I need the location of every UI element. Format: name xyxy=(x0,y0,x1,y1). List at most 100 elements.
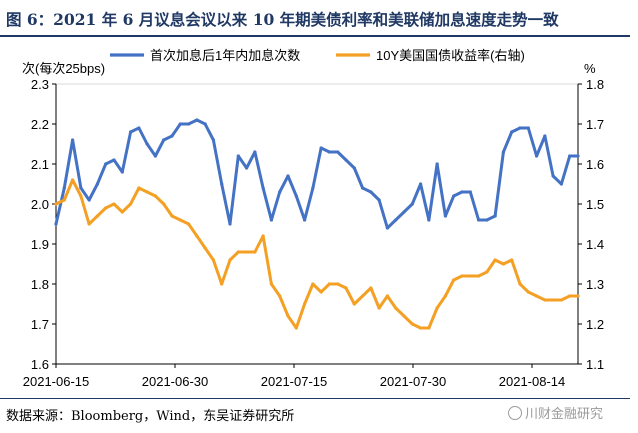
data-point xyxy=(336,282,340,286)
plot-frame xyxy=(55,83,579,365)
data-point xyxy=(377,198,381,202)
data-point xyxy=(294,326,298,330)
data-point xyxy=(70,138,75,142)
data-point xyxy=(427,218,431,222)
data-point xyxy=(236,154,240,158)
data-point xyxy=(54,222,58,226)
data-point xyxy=(145,142,149,146)
left-tick-label: 1.7 xyxy=(31,317,49,332)
data-point xyxy=(278,190,282,194)
data-point xyxy=(211,138,216,142)
data-point xyxy=(510,258,514,262)
data-point xyxy=(294,194,298,198)
left-tick-label: 2.2 xyxy=(31,117,49,132)
data-point xyxy=(344,286,348,290)
data-point xyxy=(153,194,158,198)
x-tick-label: 2021-08-14 xyxy=(499,374,566,389)
data-point xyxy=(302,218,307,222)
data-point xyxy=(377,306,381,310)
data-point xyxy=(178,122,182,126)
data-point xyxy=(244,250,249,254)
left-axis-label: 次(每次25bps) xyxy=(22,61,105,76)
data-point xyxy=(170,214,174,218)
source-rule xyxy=(0,398,630,399)
source-note: 数据来源：Bloomberg，Wind，东吴证券研究所 xyxy=(6,409,295,424)
data-point xyxy=(220,282,224,286)
data-point xyxy=(385,294,390,298)
data-point xyxy=(87,198,91,202)
data-point xyxy=(261,186,265,190)
data-point xyxy=(70,178,75,182)
data-point xyxy=(319,146,323,150)
data-point xyxy=(253,250,257,254)
series-line-treasury-yield xyxy=(54,178,580,330)
data-point xyxy=(311,186,315,190)
data-point xyxy=(501,150,506,154)
data-point xyxy=(435,306,439,310)
data-point xyxy=(87,222,91,226)
data-point xyxy=(170,134,174,138)
left-tick-label: 2.0 xyxy=(31,197,49,212)
data-point xyxy=(220,182,224,186)
figure-title-bar: 图 6：2021 年 6 月议息会议以来 10 年期美债利率和美联储加息速度走势… xyxy=(0,2,630,38)
data-point xyxy=(551,174,555,178)
data-point xyxy=(559,182,564,186)
right-tick-label: 1.6 xyxy=(586,157,604,172)
data-point xyxy=(162,138,166,142)
watermark-logo-icon xyxy=(508,406,522,420)
data-point xyxy=(402,210,406,214)
data-point xyxy=(79,194,83,198)
data-point xyxy=(203,122,207,126)
legend-label-rate-hikes: 首次加息后1年内加息次数 xyxy=(150,48,300,63)
data-point xyxy=(128,202,133,206)
data-point xyxy=(62,186,66,190)
data-point xyxy=(460,274,464,278)
data-point xyxy=(485,218,489,222)
data-point xyxy=(394,306,398,310)
data-point xyxy=(476,218,481,222)
data-point xyxy=(228,258,232,262)
data-point xyxy=(286,314,290,318)
data-point xyxy=(319,290,323,294)
data-point xyxy=(244,166,249,170)
data-point xyxy=(54,202,58,206)
right-tick-label: 1.3 xyxy=(586,277,604,292)
left-tick-label: 1.8 xyxy=(31,277,49,292)
x-tick-label: 2021-07-15 xyxy=(261,374,328,389)
data-point xyxy=(120,210,124,214)
data-point xyxy=(112,202,116,206)
data-point xyxy=(186,222,191,226)
data-point xyxy=(327,150,332,154)
data-point xyxy=(269,218,274,222)
chart: 首次加息后1年内加息次数 10Y美国国债收益率(右轴) 次(每次25bps) %… xyxy=(22,48,604,389)
data-point xyxy=(526,290,530,294)
right-axis-ticks: 1.1 1.2 1.3 1.4 1.5 1.6 1.7 1.8 xyxy=(578,77,604,372)
data-point xyxy=(435,162,439,166)
data-point xyxy=(534,154,539,158)
series-line-rate-hikes xyxy=(54,118,580,230)
data-point xyxy=(526,126,530,130)
data-point xyxy=(576,294,580,298)
data-point xyxy=(410,202,414,206)
data-point xyxy=(534,294,539,298)
data-point xyxy=(145,190,149,194)
left-tick-label: 1.9 xyxy=(31,237,49,252)
left-axis-ticks: 1.6 1.7 1.8 1.9 2.0 2.1 2.2 2.3 xyxy=(31,77,56,372)
data-point xyxy=(360,294,365,298)
data-point xyxy=(236,250,240,254)
data-point xyxy=(568,294,572,298)
series-points-treasury-yield xyxy=(54,178,580,330)
data-point xyxy=(253,150,257,154)
data-point xyxy=(228,222,232,226)
data-point xyxy=(104,206,108,210)
x-tick-label: 2021-06-15 xyxy=(23,374,90,389)
right-axis-label: % xyxy=(584,61,596,76)
data-point xyxy=(186,122,191,126)
data-point xyxy=(394,218,398,222)
data-point xyxy=(369,190,373,194)
data-point xyxy=(62,198,66,202)
data-point xyxy=(410,322,414,326)
x-tick-label: 2021-06-30 xyxy=(142,374,209,389)
left-tick-label: 2.3 xyxy=(31,77,49,92)
